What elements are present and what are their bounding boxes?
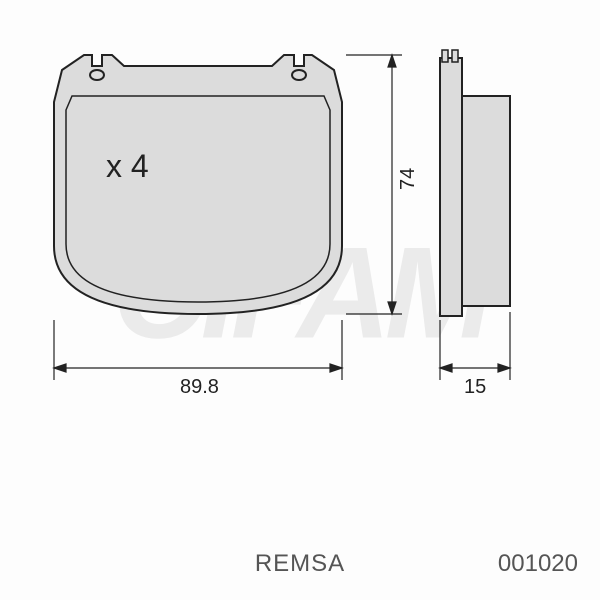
- dimension-height: [346, 55, 402, 314]
- thickness-value: 15: [464, 376, 486, 399]
- part-number: 001020: [498, 550, 578, 578]
- height-value: 74: [397, 168, 420, 190]
- technical-drawing-svg: [0, 0, 600, 600]
- width-value: 89.8: [180, 376, 219, 399]
- dimension-thickness: [440, 312, 510, 380]
- brand-label: REMSA: [255, 550, 345, 578]
- front-view: [54, 55, 342, 314]
- quantity-label: x 4: [106, 148, 149, 185]
- diagram-canvas: CIFAM: [0, 0, 600, 600]
- dimension-width: [54, 320, 342, 380]
- side-view: [440, 50, 510, 316]
